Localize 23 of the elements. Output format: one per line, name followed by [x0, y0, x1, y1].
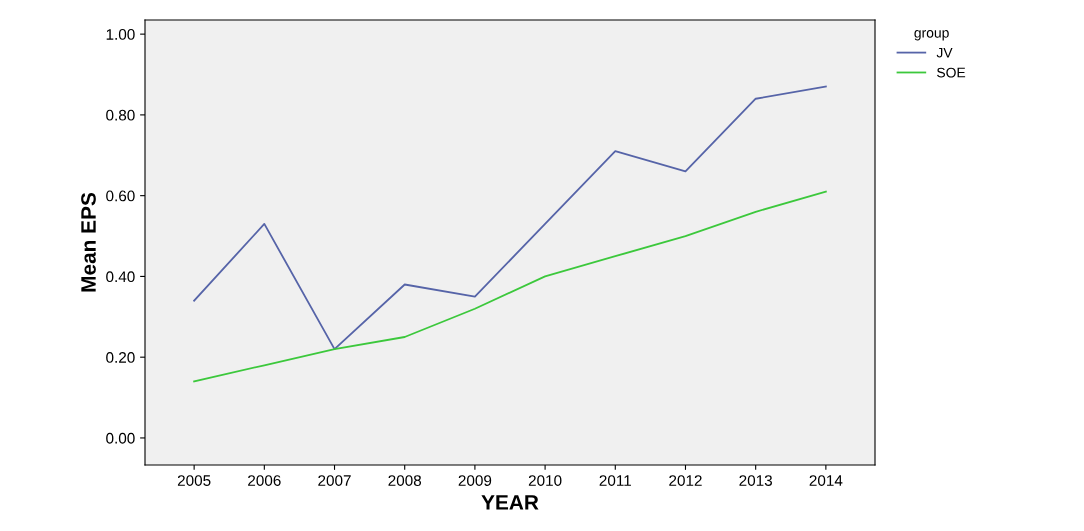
y-tick-label: 0.60: [106, 190, 135, 202]
y-tick-label: 1.00: [106, 29, 135, 40]
x-tick-label: 2010: [528, 475, 562, 486]
x-tick-label: 2013: [739, 475, 772, 486]
x-tick-label: 2008: [388, 475, 422, 486]
x-tick-label: 2007: [318, 475, 351, 486]
x-tick-label: 2012: [669, 475, 702, 486]
legend-label: SOE: [937, 67, 966, 78]
legend-title: group: [914, 30, 949, 41]
x-tick-label: 2011: [599, 475, 631, 486]
x-tick-label: 2009: [458, 475, 492, 486]
y-tick-label: 0.00: [106, 432, 135, 444]
y-axis-title: Mean EPS: [81, 192, 96, 292]
y-tick-label: 0.80: [106, 109, 135, 121]
x-tick-label: 2005: [177, 475, 211, 486]
x-tick-label: 2014: [809, 475, 843, 486]
line-series: [193, 85, 827, 351]
y-tick-label: 0.40: [106, 271, 135, 283]
y-tick-label: 0.20: [106, 352, 135, 363]
legend-label: JV: [936, 47, 953, 58]
x-tick-label: 2006: [248, 475, 281, 486]
line-series: [193, 190, 827, 383]
x-axis-title: YEAR: [481, 495, 539, 510]
